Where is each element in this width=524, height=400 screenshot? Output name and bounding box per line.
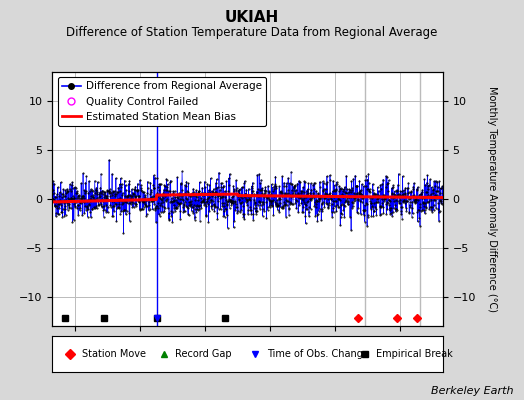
Text: Time of Obs. Change: Time of Obs. Change	[267, 349, 369, 359]
Legend: Difference from Regional Average, Quality Control Failed, Estimated Station Mean: Difference from Regional Average, Qualit…	[58, 77, 266, 126]
Text: Empirical Break: Empirical Break	[376, 349, 453, 359]
Text: UKIAH: UKIAH	[224, 10, 279, 25]
Text: Berkeley Earth: Berkeley Earth	[431, 386, 514, 396]
Text: Record Gap: Record Gap	[176, 349, 232, 359]
Y-axis label: Monthly Temperature Anomaly Difference (°C): Monthly Temperature Anomaly Difference (…	[487, 86, 497, 312]
Text: Difference of Station Temperature Data from Regional Average: Difference of Station Temperature Data f…	[66, 26, 437, 39]
Text: Station Move: Station Move	[82, 349, 146, 359]
